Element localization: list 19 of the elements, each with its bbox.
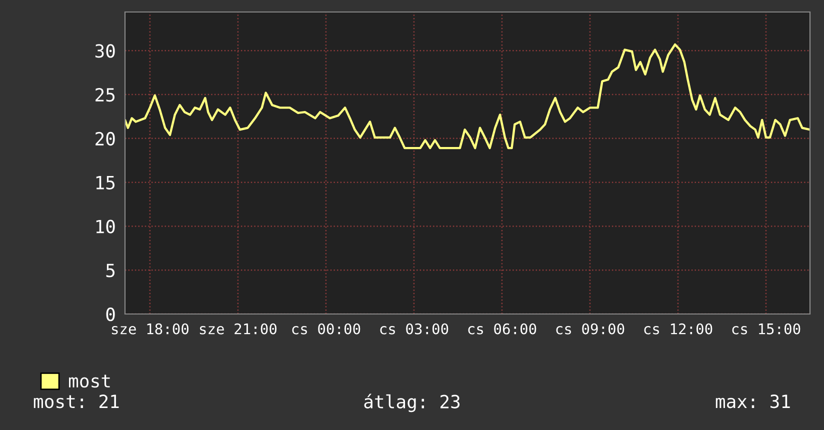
x-tick-label: cs 09:00 bbox=[556, 323, 624, 334]
x-tick-label: cs 06:00 bbox=[468, 323, 536, 334]
x-tick-label: cs 00:00 bbox=[292, 323, 360, 334]
text: most: 21 bbox=[34, 394, 119, 408]
legend-label: most bbox=[69, 374, 110, 388]
y-tick-label: 25 bbox=[96, 88, 115, 102]
y-tick-label: 5 bbox=[106, 264, 115, 278]
y-tick-label: 0 bbox=[106, 308, 115, 322]
y-tick-label: 15 bbox=[96, 176, 115, 190]
y-tick-label: 10 bbox=[96, 220, 115, 234]
x-tick-label: cs 15:00 bbox=[732, 323, 800, 334]
x-tick-label: sze 21:00 bbox=[200, 323, 277, 334]
text: átlag: 23 bbox=[364, 394, 460, 412]
text: max: 31 bbox=[716, 394, 790, 408]
x-tick-label: cs 03:00 bbox=[380, 323, 448, 334]
y-tick-label: 30 bbox=[95, 44, 115, 58]
y-tick-label: 20 bbox=[96, 132, 115, 146]
x-tick-label: sze 18:00 bbox=[112, 323, 188, 334]
x-tick-label: cs 12:00 bbox=[644, 323, 712, 334]
